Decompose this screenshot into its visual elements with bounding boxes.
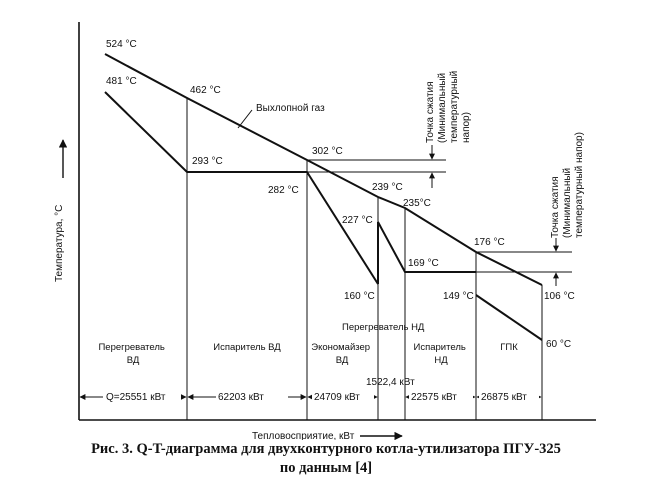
exhaust-gas-label: Выхлопной газ bbox=[256, 103, 325, 114]
temp-gas-outlet: 106 °C bbox=[544, 291, 575, 302]
temp-sh-hp-out: 481 °C bbox=[106, 76, 137, 87]
q-label-evap-lp: 22575 кВт bbox=[411, 392, 457, 403]
pinch-lp-label-line-1: Точка сжатия bbox=[550, 176, 561, 238]
section-name-econ-hp-l1: Экономайзер bbox=[311, 342, 370, 353]
pinch-hp-label: Точка сжатия (Минимальный температурный … bbox=[425, 68, 472, 143]
section-name-gpk: ГПК bbox=[500, 342, 518, 353]
q-label-econ-hp: 24709 кВт bbox=[314, 392, 360, 403]
pinch-hp-label-line-2: (Минимальный bbox=[437, 73, 448, 143]
section-name-evap-lp-l2: НД bbox=[434, 355, 448, 366]
temp-evap-hp: 293 °C bbox=[192, 156, 223, 167]
qt-diagram: Температура, °C Тепловосприятие, кВт Вых… bbox=[54, 22, 596, 440]
q-label-sh-lp: 1522,4 кВт bbox=[366, 377, 415, 388]
gpk-line bbox=[475, 294, 543, 341]
label-sh-lp: Перегреватель НД bbox=[342, 322, 425, 333]
y-axis-label: Температура, °C bbox=[54, 205, 65, 282]
temp-gpk-out: 149 °C bbox=[443, 291, 474, 302]
section-name-econ-hp-l2: ВД bbox=[336, 355, 349, 366]
temp-gas-after-evap-lp: 176 °C bbox=[474, 237, 505, 248]
section-name-gpk-l1: ГПК bbox=[500, 342, 518, 353]
exhaust-gas-leader bbox=[237, 109, 253, 129]
section-name-sh-hp-l2: ВД bbox=[127, 355, 140, 366]
section-name-econ-hp: Экономайзер ВД bbox=[311, 342, 372, 366]
pinch-lp-label-line-2: (Минимальный bbox=[562, 168, 573, 238]
temp-gas-inlet: 524 °C bbox=[106, 39, 137, 50]
caption-line-1: Рис. 3. Q-T-диаграмма для двухконтурного… bbox=[91, 441, 561, 457]
pinch-hp-label-line-3: температурный bbox=[449, 71, 460, 143]
section-name-sh-hp: Перегреватель ВД bbox=[98, 342, 167, 366]
section-name-evap-hp: Испаритель ВД bbox=[213, 342, 281, 353]
temp-gas-pinch-hp: 302 °C bbox=[312, 146, 343, 157]
section-name-evap-lp: Испаритель НД bbox=[414, 342, 469, 366]
temp-econ-hp-out: 282 °C bbox=[268, 185, 299, 196]
pinch-hp-label-line-4: напор) bbox=[461, 112, 472, 143]
caption-line-2: по данным [4] bbox=[279, 460, 373, 476]
temp-gas-after-sh: 462 °C bbox=[190, 85, 221, 96]
lp-superheater-line bbox=[377, 221, 476, 284]
temp-gas-after-econ: 239 °C bbox=[372, 182, 403, 193]
section-name-evap-lp-l1: Испаритель bbox=[414, 342, 466, 353]
temp-gas-pinch-lp: 235°C bbox=[403, 198, 431, 209]
temp-sh-lp-out: 227 °C bbox=[342, 215, 373, 226]
pinch-lp-label: Точка сжатия (Минимальный температурный … bbox=[550, 132, 585, 238]
temp-evap-lp: 169 °C bbox=[408, 258, 439, 269]
temp-econ-hp-in: 160 °C bbox=[344, 291, 375, 302]
x-axis-label: Тепловосприятие, кВт bbox=[252, 431, 355, 440]
section-name-sh-hp-l1: Перегреватель bbox=[98, 342, 164, 353]
pinch-lp-label-line-3: температурный напор) bbox=[574, 132, 585, 238]
exhaust-gas-line bbox=[104, 53, 543, 286]
section-name-evap-hp-l1: Испаритель ВД bbox=[213, 342, 281, 353]
temp-gpk-in: 60 °C bbox=[546, 339, 571, 350]
q-label-evap-hp: 62203 кВт bbox=[218, 392, 264, 403]
q-label-sh-hp: Q=25551 кВт bbox=[106, 392, 166, 403]
hp-steam-line bbox=[104, 91, 379, 285]
q-label-gpk: 26875 кВт bbox=[481, 392, 527, 403]
pinch-hp-label-line-1: Точка сжатия bbox=[425, 81, 436, 143]
